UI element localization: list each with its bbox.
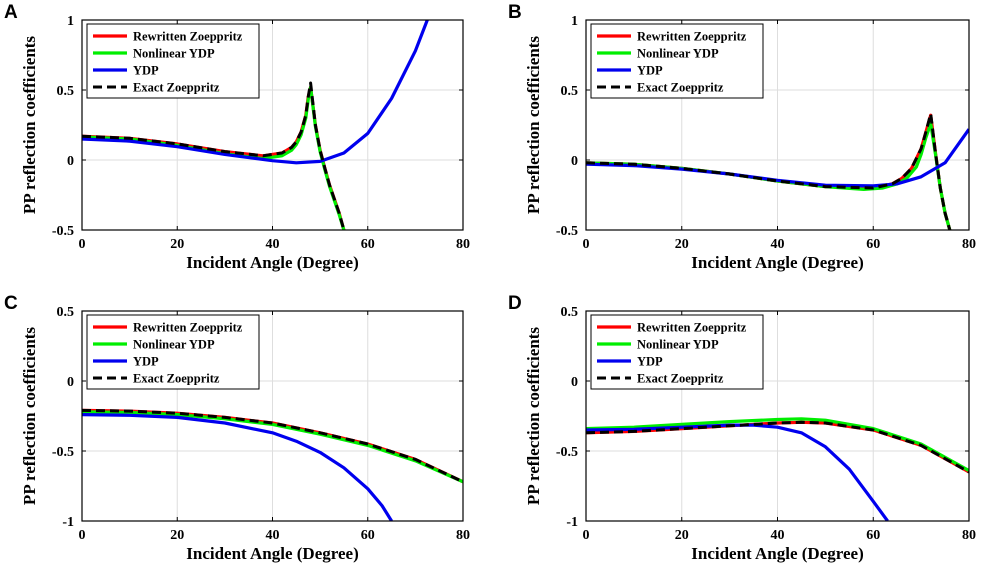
legend-label-rewritten-zoeppritz: Rewritten Zoeppritz	[637, 321, 747, 335]
legend-label-ydp: YDP	[637, 64, 663, 78]
x-tick-label: 60	[866, 528, 880, 543]
legend-a: Rewritten Zoeppritz Nonlinear YDP YDP Exact…	[87, 24, 259, 98]
panel-b: 0 20 40 60 80 -0.5 0 0.5 1 Incident Angle (Degree…	[508, 2, 976, 272]
x-tick-label: 80	[456, 237, 470, 252]
x-tick-label: 0	[79, 528, 86, 543]
legend-label-exact-zoeppritz: Exact Zoeppritz	[637, 81, 724, 95]
panel-letter-c: C	[4, 293, 18, 314]
y-tick-label: 0	[571, 375, 578, 390]
figure: 0 20 40 60 80 -0.5 0 0.5 1 Incident Angle (Degree…	[0, 0, 982, 574]
legend-label-nonlinear-ydp: Nonlinear YDP	[637, 338, 719, 352]
legend-label-rewritten-zoeppritz: Rewritten Zoeppritz	[637, 30, 747, 44]
panel-d: 0 20 40 60 80 -1 -0.5 0 0.5 Incident Angle (Degre…	[508, 293, 976, 563]
x-tick-label: 0	[583, 528, 590, 543]
y-axis-label: PP reflection coefficients	[524, 36, 543, 214]
x-tick-label: 40	[771, 237, 785, 252]
x-tick-label: 20	[170, 528, 184, 543]
x-tick-label: 80	[962, 528, 976, 543]
y-tick-label: 1	[67, 14, 74, 29]
legend-label-exact-zoeppritz: Exact Zoeppritz	[133, 81, 220, 95]
legend-label-nonlinear-ydp: Nonlinear YDP	[133, 338, 215, 352]
panel-letter-b: B	[508, 2, 522, 23]
legend-label-ydp: YDP	[133, 64, 159, 78]
y-tick-label: 0.5	[57, 305, 75, 320]
y-tick-label: -1	[62, 515, 74, 530]
x-axis-label: Incident Angle (Degree)	[186, 253, 359, 272]
x-axis-label: Incident Angle (Degree)	[691, 544, 864, 563]
y-tick-label: 0	[67, 375, 74, 390]
x-tick-label: 0	[79, 237, 86, 252]
legend-label-ydp: YDP	[637, 355, 663, 369]
x-tick-label: 40	[266, 528, 280, 543]
x-tick-label: 60	[361, 237, 375, 252]
y-tick-label: 0.5	[561, 305, 579, 320]
y-tick-label: -0.5	[556, 224, 578, 239]
x-tick-label: 40	[266, 237, 280, 252]
y-tick-label: 0	[67, 154, 74, 169]
x-tick-label: 60	[361, 528, 375, 543]
y-tick-label: 0.5	[561, 84, 579, 99]
legend-label-exact-zoeppritz: Exact Zoeppritz	[637, 372, 724, 386]
x-axis-label: Incident Angle (Degree)	[186, 544, 359, 563]
legend-label-rewritten-zoeppritz: Rewritten Zoeppritz	[133, 30, 243, 44]
x-tick-label: 0	[583, 237, 590, 252]
panel-letter-a: A	[4, 2, 18, 23]
y-tick-label: -0.5	[52, 224, 74, 239]
x-axis-label: Incident Angle (Degree)	[691, 253, 864, 272]
y-axis-label: PP reflection coefficients	[20, 327, 39, 505]
x-tick-label: 80	[962, 237, 976, 252]
legend-c: Rewritten Zoeppritz Nonlinear YDP YDP Exact…	[87, 315, 259, 389]
x-tick-label: 40	[771, 528, 785, 543]
y-tick-label: 0.5	[57, 84, 75, 99]
y-tick-label: -0.5	[556, 445, 578, 460]
y-axis-label: PP reflection coefficients	[20, 36, 39, 214]
legend-label-exact-zoeppritz: Exact Zoeppritz	[133, 372, 220, 386]
y-axis-label: PP reflection coefficients	[524, 327, 543, 505]
panel-c: 0 20 40 60 80 -1 -0.5 0 0.5 Incident Angle (Degre…	[4, 293, 470, 563]
x-tick-label: 20	[675, 528, 689, 543]
legend-label-nonlinear-ydp: Nonlinear YDP	[637, 47, 719, 61]
legend-label-nonlinear-ydp: Nonlinear YDP	[133, 47, 215, 61]
legend-label-ydp: YDP	[133, 355, 159, 369]
legend-b: Rewritten Zoeppritz Nonlinear YDP YDP Exact…	[591, 24, 763, 98]
panel-a: 0 20 40 60 80 -0.5 0 0.5 1 Incident Angle (Degree…	[4, 2, 470, 272]
y-tick-label: 1	[571, 14, 578, 29]
x-tick-label: 20	[675, 237, 689, 252]
y-tick-label: -0.5	[52, 445, 74, 460]
x-tick-label: 80	[456, 528, 470, 543]
x-tick-label: 20	[170, 237, 184, 252]
legend-label-rewritten-zoeppritz: Rewritten Zoeppritz	[133, 321, 243, 335]
y-tick-label: -1	[566, 515, 578, 530]
panel-letter-d: D	[508, 293, 522, 314]
y-tick-label: 0	[571, 154, 578, 169]
legend-d: Rewritten Zoeppritz Nonlinear YDP YDP Exact…	[591, 315, 763, 389]
x-tick-label: 60	[866, 237, 880, 252]
